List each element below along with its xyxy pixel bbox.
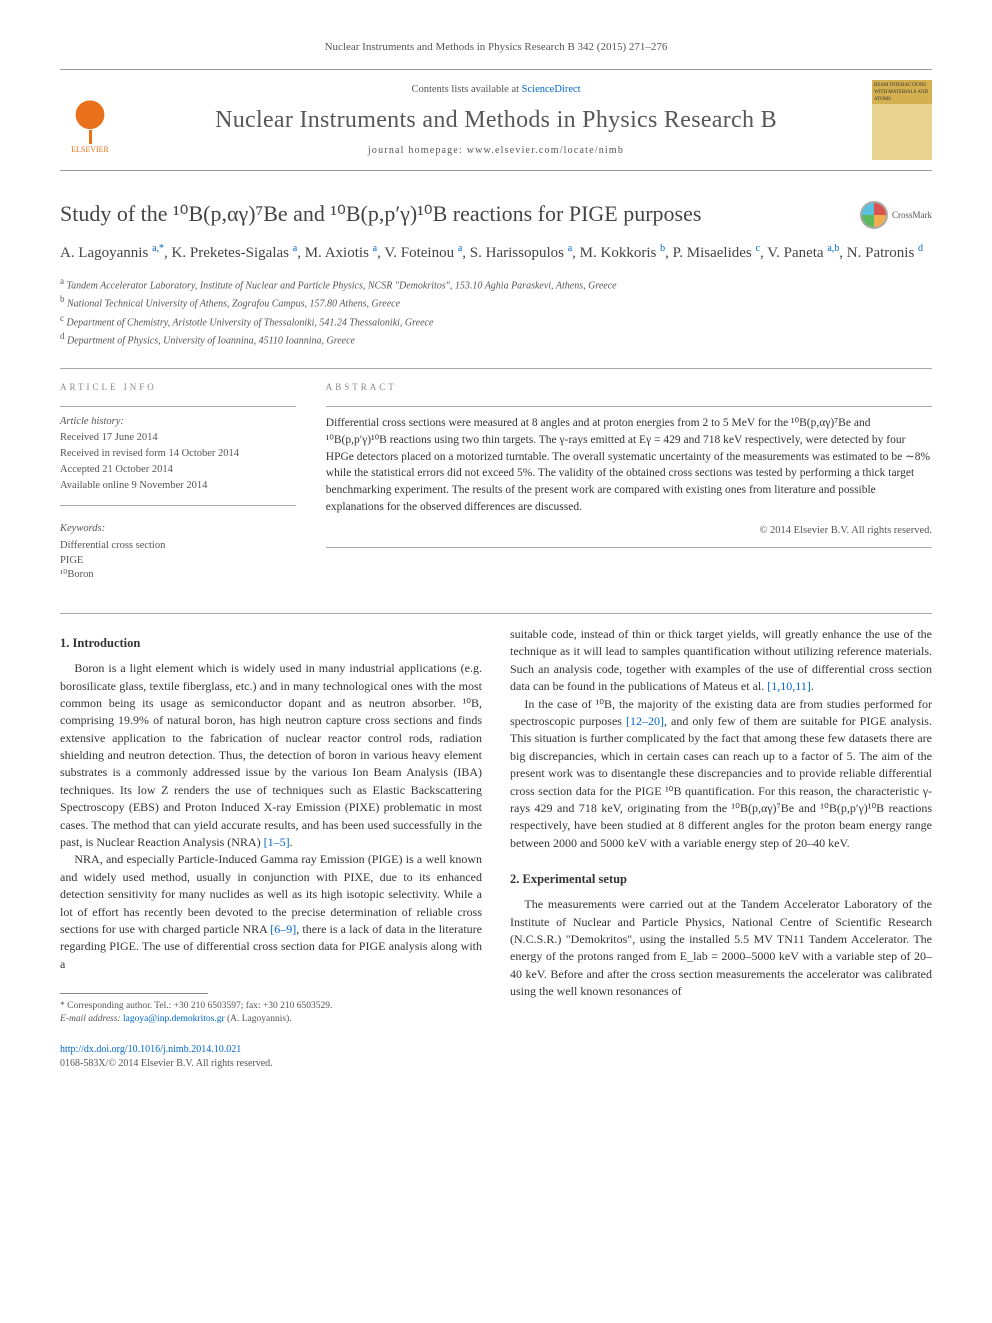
elsevier-logo: ELSEVIER — [60, 85, 120, 155]
journal-reference: Nuclear Instruments and Methods in Physi… — [60, 40, 932, 55]
affiliation-line: d Department of Physics, University of I… — [60, 330, 932, 348]
section-heading-intro: 1. Introduction — [60, 634, 482, 652]
body-paragraph: In the case of ¹⁰B, the majority of the … — [510, 696, 932, 853]
meta-abstract-row: ARTICLE INFO Article history: Received 1… — [60, 381, 932, 583]
history-revised: Received in revised form 14 October 2014 — [60, 447, 296, 462]
keyword: Differential cross section — [60, 539, 296, 554]
history-received: Received 17 June 2014 — [60, 431, 296, 446]
paragraph-text: . — [811, 679, 814, 693]
paragraph-text: . — [290, 835, 293, 849]
sciencedirect-link[interactable]: ScienceDirect — [522, 84, 581, 95]
email-tail: (A. Lagoyannis). — [225, 1014, 292, 1024]
section-heading-experimental: 2. Experimental setup — [510, 870, 932, 888]
elsevier-tree-icon — [70, 99, 110, 144]
affiliation-line: b National Technical University of Athen… — [60, 293, 932, 311]
article-info-heading: ARTICLE INFO — [60, 381, 296, 394]
email-label: E-mail address: — [60, 1014, 123, 1024]
affiliation-line: c Department of Chemistry, Aristotle Uni… — [60, 312, 932, 330]
homepage-prefix: journal homepage: — [368, 145, 467, 156]
elsevier-label: ELSEVIER — [71, 144, 109, 155]
abstract-column: ABSTRACT Differential cross sections wer… — [326, 381, 932, 583]
contents-prefix: Contents lists available at — [411, 84, 521, 95]
header-center: Contents lists available at ScienceDirec… — [120, 83, 872, 157]
paragraph-text: suitable code, instead of thin or thick … — [510, 627, 932, 693]
affiliations: a Tandem Accelerator Laboratory, Institu… — [60, 275, 932, 348]
citation-link[interactable]: [1–5] — [264, 835, 290, 849]
citation-link[interactable]: [6–9] — [270, 922, 296, 936]
page-footer: http://dx.doi.org/10.1016/j.nimb.2014.10… — [60, 1043, 932, 1071]
doi-link[interactable]: http://dx.doi.org/10.1016/j.nimb.2014.10… — [60, 1044, 241, 1055]
body-paragraph: suitable code, instead of thin or thick … — [510, 626, 932, 696]
journal-title: Nuclear Instruments and Methods in Physi… — [120, 104, 872, 138]
affiliation-line: a Tandem Accelerator Laboratory, Institu… — [60, 275, 932, 293]
history-head: Article history: — [60, 415, 296, 430]
crossmark-icon — [860, 201, 888, 229]
homepage-url: www.elsevier.com/locate/nimb — [467, 145, 624, 156]
article-info-column: ARTICLE INFO Article history: Received 1… — [60, 381, 296, 583]
history-online: Available online 9 November 2014 — [60, 479, 296, 494]
abstract-copyright: © 2014 Elsevier B.V. All rights reserved… — [326, 523, 932, 538]
journal-cover-thumb: BEAM INTERACTIONS WITH MATERIALS AND ATO… — [872, 80, 932, 160]
body-text: 1. Introduction Boron is a light element… — [60, 626, 932, 1027]
paragraph-text: , and only few of them are suitable for … — [510, 714, 932, 850]
separator — [60, 505, 296, 506]
keywords-head: Keywords: — [60, 522, 296, 537]
body-paragraph: The measurements were carried out at the… — [510, 896, 932, 1000]
author-list: A. Lagoyannis a,*, K. Preketes-Sigalas a… — [60, 241, 932, 265]
keyword: ¹⁰Boron — [60, 568, 296, 583]
paragraph-text: Boron is a light element which is widely… — [60, 661, 482, 849]
separator — [326, 547, 932, 548]
separator — [326, 406, 932, 407]
abstract-heading: ABSTRACT — [326, 381, 932, 394]
keyword: PIGE — [60, 554, 296, 569]
separator — [60, 613, 932, 614]
corresponding-author-footnote: * Corresponding author. Tel.: +30 210 65… — [60, 1000, 482, 1027]
paper-title: Study of the ¹⁰B(p,αγ)⁷Be and ¹⁰B(p,p′γ)… — [60, 201, 701, 227]
crossmark-badge[interactable]: CrossMark — [860, 201, 932, 229]
abstract-text: Differential cross sections were measure… — [326, 415, 932, 515]
footnote-line: E-mail address: lagoya@inp.demokritos.gr… — [60, 1013, 482, 1026]
title-row: Study of the ¹⁰B(p,αγ)⁷Be and ¹⁰B(p,p′γ)… — [60, 201, 932, 229]
separator — [60, 368, 932, 369]
footnote-line: * Corresponding author. Tel.: +30 210 65… — [60, 1000, 482, 1013]
body-paragraph: NRA, and especially Particle-Induced Gam… — [60, 851, 482, 973]
separator — [60, 406, 296, 407]
journal-header: ELSEVIER Contents lists available at Sci… — [60, 69, 932, 171]
footnote-separator — [60, 993, 208, 994]
body-paragraph: Boron is a light element which is widely… — [60, 660, 482, 851]
crossmark-label: CrossMark — [892, 209, 932, 222]
issn-copyright: 0168-583X/© 2014 Elsevier B.V. All right… — [60, 1057, 932, 1071]
citation-link[interactable]: [12–20] — [626, 714, 664, 728]
citation-link[interactable]: [1,10,11] — [767, 679, 811, 693]
history-accepted: Accepted 21 October 2014 — [60, 463, 296, 478]
contents-line: Contents lists available at ScienceDirec… — [120, 83, 872, 98]
email-link[interactable]: lagoya@inp.demokritos.gr — [123, 1014, 225, 1024]
journal-homepage: journal homepage: www.elsevier.com/locat… — [120, 144, 872, 158]
